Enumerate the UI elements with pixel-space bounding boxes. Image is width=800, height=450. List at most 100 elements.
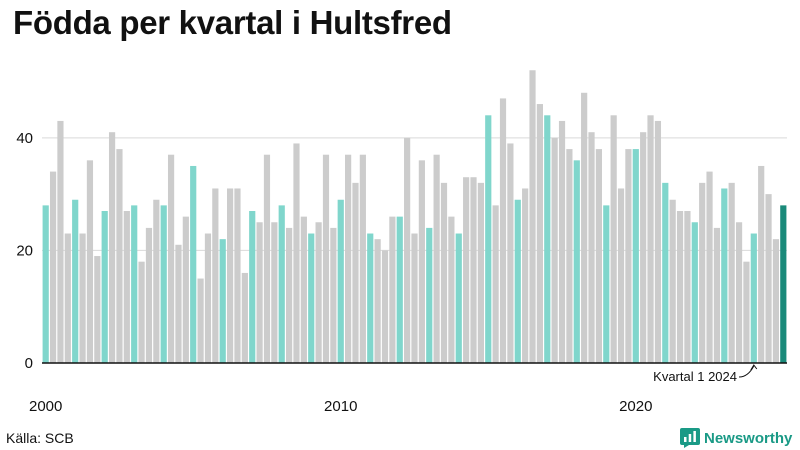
bar bbox=[79, 233, 86, 363]
bar bbox=[713, 227, 721, 363]
bar bbox=[463, 177, 470, 363]
bar bbox=[780, 205, 787, 363]
bar bbox=[94, 256, 101, 363]
bar bbox=[389, 216, 396, 363]
annotation-arrow bbox=[738, 365, 755, 378]
bar bbox=[322, 154, 330, 363]
bar bbox=[676, 211, 684, 363]
bar bbox=[64, 233, 71, 363]
chart-title: Födda per kvartal i Hultsfred bbox=[13, 4, 452, 41]
bar bbox=[278, 205, 285, 363]
bar bbox=[721, 188, 728, 363]
bar bbox=[536, 104, 543, 363]
bar bbox=[381, 250, 389, 363]
bar bbox=[42, 205, 49, 363]
bar bbox=[249, 211, 256, 363]
bar bbox=[197, 278, 204, 363]
bar bbox=[367, 233, 374, 363]
bar bbox=[286, 227, 293, 363]
bars bbox=[42, 70, 787, 364]
bar bbox=[352, 182, 359, 363]
bar bbox=[108, 132, 116, 363]
bar bbox=[758, 165, 765, 363]
bar bbox=[765, 194, 772, 363]
bar bbox=[345, 154, 352, 363]
bar bbox=[706, 171, 713, 363]
bar bbox=[743, 261, 750, 363]
bar bbox=[625, 149, 632, 363]
bar bbox=[573, 160, 580, 363]
bar bbox=[448, 216, 455, 363]
bar bbox=[300, 216, 307, 363]
bar bbox=[337, 199, 344, 363]
bar bbox=[581, 92, 588, 364]
bar bbox=[426, 227, 433, 363]
bar bbox=[330, 227, 337, 363]
bar bbox=[160, 205, 167, 363]
annotation: Kvartal 1 2024 bbox=[653, 364, 758, 384]
source-label: Källa: SCB bbox=[6, 430, 74, 446]
bar bbox=[544, 115, 551, 363]
bar bbox=[123, 211, 130, 363]
bar bbox=[485, 115, 492, 363]
annotation-arrowhead bbox=[750, 364, 758, 371]
bar bbox=[418, 160, 425, 363]
bar bbox=[669, 199, 676, 363]
bar bbox=[182, 216, 189, 363]
bar bbox=[86, 160, 94, 363]
bar bbox=[293, 143, 300, 363]
bar bbox=[153, 199, 160, 363]
bar bbox=[226, 188, 234, 363]
bar bbox=[566, 149, 573, 363]
bar bbox=[654, 120, 662, 363]
bar bbox=[455, 233, 462, 363]
bar bbox=[640, 132, 647, 363]
bar bbox=[603, 205, 610, 363]
y-tick-label: 40 bbox=[16, 130, 33, 147]
bar bbox=[691, 222, 698, 363]
bar bbox=[492, 205, 499, 363]
x-tick-label: 2010 bbox=[324, 398, 357, 415]
bar bbox=[116, 149, 123, 363]
newsworthy-logo-icon bbox=[680, 428, 700, 448]
bar bbox=[271, 222, 278, 363]
brand-name: Newsworthy bbox=[704, 429, 793, 447]
bar bbox=[610, 115, 617, 363]
bar bbox=[750, 233, 757, 363]
bar bbox=[359, 154, 366, 363]
bar bbox=[522, 188, 529, 363]
y-tick-label: 20 bbox=[16, 242, 33, 259]
bar bbox=[167, 154, 175, 363]
bar bbox=[234, 188, 241, 363]
bar bbox=[433, 154, 440, 363]
bar bbox=[440, 182, 448, 363]
bar bbox=[632, 149, 639, 363]
bar bbox=[470, 177, 477, 363]
bar bbox=[138, 261, 145, 363]
bar bbox=[204, 233, 212, 363]
bar bbox=[507, 143, 514, 363]
bar bbox=[256, 222, 263, 363]
bar bbox=[662, 182, 669, 363]
bar bbox=[241, 272, 248, 363]
bar bbox=[514, 199, 521, 363]
bar bbox=[145, 227, 153, 363]
annotation-label: Kvartal 1 2024 bbox=[653, 369, 737, 384]
bar bbox=[131, 205, 138, 363]
bar bbox=[175, 244, 182, 363]
bar bbox=[57, 120, 64, 363]
bar bbox=[396, 216, 403, 363]
bar bbox=[558, 120, 566, 363]
bar bbox=[595, 149, 603, 363]
bar bbox=[219, 239, 226, 363]
x-tick-label: 2020 bbox=[619, 398, 652, 415]
bar bbox=[588, 132, 595, 363]
bar bbox=[49, 171, 57, 363]
brand-logo[interactable]: Newsworthy bbox=[680, 428, 792, 448]
bar bbox=[499, 98, 507, 363]
bar bbox=[647, 115, 654, 363]
bar bbox=[772, 239, 780, 363]
bar bbox=[411, 233, 418, 363]
axes: 0 20 40 2000 2010 2020 bbox=[16, 130, 787, 415]
